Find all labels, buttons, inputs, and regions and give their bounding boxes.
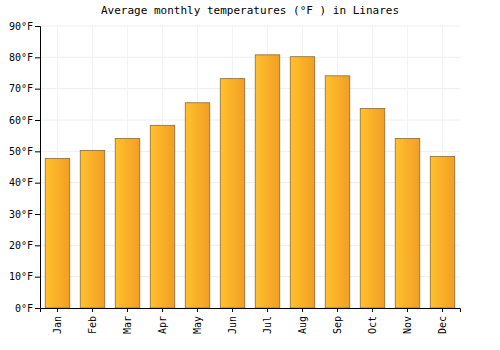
y-axis-line [35,27,41,309]
y-axis: 0°F 10°F 20°F 30°F 40°F 50°F 60°F 70°F 80°F 90°F [9,21,41,314]
x-tick-label: Aug [297,316,308,334]
x-tick-mark [197,308,198,312]
y-tick-mark [35,120,40,121]
x-tick: Oct [367,308,378,334]
x-tick: Sep [332,308,343,334]
bar [115,138,140,308]
y-tick: 60°F [9,115,40,126]
y-tick-mark [35,151,40,152]
bar [80,150,105,308]
y-tick-label: 0°F [15,303,33,314]
x-tick-label: Nov [402,316,413,334]
x-tick: May [192,308,203,334]
grid-line [40,57,460,58]
bar [150,125,175,308]
y-tick-label: 40°F [9,177,33,188]
bar [255,55,280,308]
bar [220,79,245,308]
y-tick-mark [35,277,40,278]
y-tick-label: 70°F [9,83,33,94]
x-tick: Dec [437,308,448,334]
y-tick-mark [35,26,40,27]
y-tick: 40°F [9,177,40,188]
y-tick: 30°F [9,209,40,220]
y-tick-mark [35,308,40,309]
y-tick-label: 80°F [9,52,33,63]
y-tick-label: 20°F [9,240,33,251]
x-tick: Mar [122,308,133,334]
grid-line [40,120,460,121]
x-tick: Feb [87,308,98,334]
y-tick-label: 90°F [9,21,33,32]
y-tick: 0°F [15,303,40,314]
x-tick-mark [127,308,128,312]
x-tick-mark [302,308,303,312]
x-tick-label: Feb [87,316,98,334]
bar [325,76,350,308]
y-tick-label: 10°F [9,271,33,282]
y-tick-label: 50°F [9,146,33,157]
x-tick-mark [162,308,163,312]
x-tick-label: Oct [367,316,378,334]
bar [360,108,385,308]
y-tick-label: 60°F [9,115,33,126]
y-tick: 80°F [9,52,40,63]
plot: 0°F 10°F 20°F 30°F 40°F 50°F 60°F 70°F 80°F 90°F J… [9,21,461,334]
x-axis: Jan Feb Mar Apr May Jun Jul Aug Sep Oct Nov Dec [41,308,461,334]
x-tick: Apr [157,308,168,334]
x-tick-label: Jul [262,316,273,334]
x-tick-label: Mar [122,316,133,334]
y-tick: 70°F [9,83,40,94]
x-tick-mark [232,308,233,312]
x-tick: Jul [262,308,273,334]
x-tick-mark [442,308,443,312]
y-tick: 20°F [9,240,40,251]
x-tick-mark [407,308,408,312]
y-tick-label: 30°F [9,209,33,220]
x-tick: Aug [297,308,308,334]
y-tick: 10°F [9,271,40,282]
x-tick-label: Sep [332,316,343,334]
x-tick-mark [337,308,338,312]
grid-line [40,88,460,89]
x-axis-line [41,309,461,313]
grid [40,26,460,308]
y-tick-mark [35,183,40,184]
y-tick-mark [35,245,40,246]
title: Average monthly temperatures (°F ) in Li… [101,4,399,17]
x-tick: Nov [402,308,413,334]
x-tick: Jun [227,308,238,334]
grid-line [40,26,460,27]
y-tick-mark [35,57,40,58]
x-tick-mark [92,308,93,312]
x-tick-label: Jan [52,316,63,334]
bar [430,156,455,308]
x-tick: Jan [52,308,63,334]
x-tick-mark [372,308,373,312]
bar [45,159,70,308]
x-tick-label: Apr [157,316,168,334]
bars [45,55,455,308]
bar [395,138,420,308]
x-tick-label: Dec [437,316,448,334]
y-tick: 50°F [9,146,40,157]
x-tick-label: Jun [227,316,238,334]
y-tick-mark [35,214,40,215]
chart: Average monthly temperatures (°F ) in Li… [0,0,500,350]
x-tick-mark [57,308,58,312]
x-tick-label: May [192,316,203,334]
bar [290,57,315,308]
bar [185,103,210,308]
x-tick-mark [267,308,268,312]
y-tick-mark [35,89,40,90]
y-tick: 90°F [9,21,40,32]
